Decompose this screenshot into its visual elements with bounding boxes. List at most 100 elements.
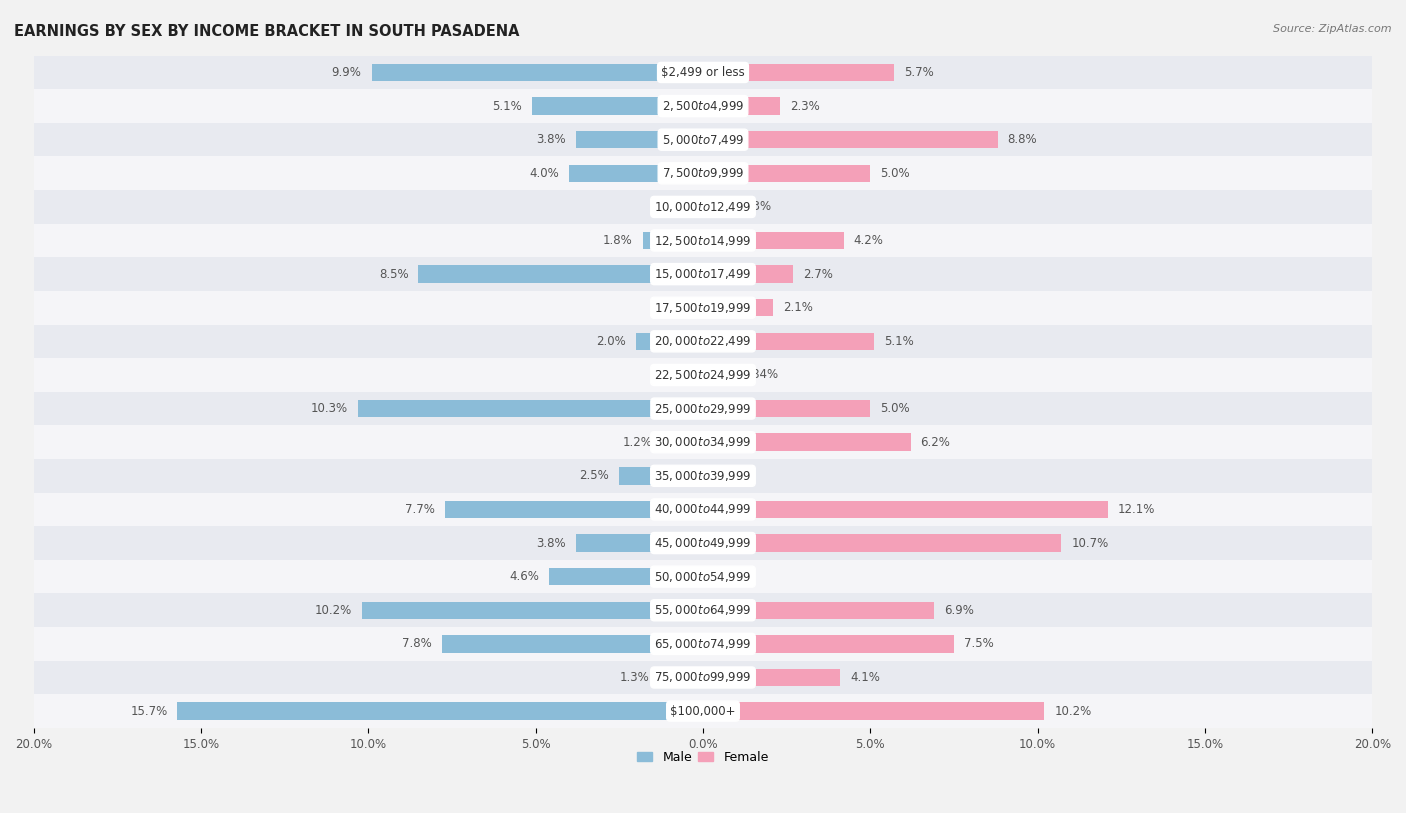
Bar	[34, 359, 1372, 392]
Text: 5.0%: 5.0%	[880, 167, 910, 180]
Text: 4.6%: 4.6%	[509, 570, 538, 583]
Text: 0.84%: 0.84%	[741, 368, 779, 381]
Bar	[643, 232, 703, 250]
Bar	[34, 627, 1372, 661]
Text: 7.7%: 7.7%	[405, 503, 436, 516]
Text: 2.3%: 2.3%	[790, 99, 820, 112]
Text: 1.8%: 1.8%	[603, 234, 633, 247]
Text: 1.3%: 1.3%	[620, 671, 650, 684]
Text: 0.0%: 0.0%	[664, 302, 693, 315]
Bar	[177, 702, 703, 720]
Bar	[569, 164, 703, 182]
Bar	[576, 131, 703, 149]
Bar	[703, 131, 997, 149]
Text: 6.2%: 6.2%	[921, 436, 950, 449]
Bar	[34, 224, 1372, 258]
Bar	[34, 493, 1372, 526]
Bar	[34, 459, 1372, 493]
Bar	[703, 265, 793, 283]
Text: 4.2%: 4.2%	[853, 234, 883, 247]
Bar	[441, 635, 703, 653]
Text: $10,000 to $12,499: $10,000 to $12,499	[654, 200, 752, 214]
Text: $55,000 to $64,999: $55,000 to $64,999	[654, 603, 752, 617]
Text: 5.1%: 5.1%	[492, 99, 522, 112]
Legend: Male, Female: Male, Female	[633, 746, 773, 769]
Bar	[533, 98, 703, 115]
Text: 10.2%: 10.2%	[315, 604, 352, 617]
Text: $65,000 to $74,999: $65,000 to $74,999	[654, 637, 752, 651]
Bar	[446, 501, 703, 518]
Text: $2,500 to $4,999: $2,500 to $4,999	[662, 99, 744, 113]
Bar	[703, 602, 934, 619]
Bar	[703, 98, 780, 115]
Bar	[659, 669, 703, 686]
Bar	[34, 291, 1372, 324]
Text: 6.9%: 6.9%	[943, 604, 974, 617]
Text: 0.0%: 0.0%	[664, 368, 693, 381]
Bar	[703, 366, 731, 384]
Text: $17,500 to $19,999: $17,500 to $19,999	[654, 301, 752, 315]
Text: $45,000 to $49,999: $45,000 to $49,999	[654, 536, 752, 550]
Bar	[34, 156, 1372, 190]
Bar	[34, 55, 1372, 89]
Text: 1.2%: 1.2%	[623, 436, 652, 449]
Bar	[703, 534, 1062, 552]
Bar	[703, 232, 844, 250]
Text: 0.63%: 0.63%	[734, 201, 772, 213]
Text: 10.2%: 10.2%	[1054, 705, 1091, 718]
Text: 15.7%: 15.7%	[131, 705, 167, 718]
Bar	[703, 702, 1045, 720]
Bar	[34, 526, 1372, 560]
Text: $20,000 to $22,499: $20,000 to $22,499	[654, 334, 752, 348]
Bar	[703, 669, 841, 686]
Bar	[34, 694, 1372, 728]
Text: 5.1%: 5.1%	[884, 335, 914, 348]
Text: $15,000 to $17,499: $15,000 to $17,499	[654, 267, 752, 281]
Text: 2.7%: 2.7%	[803, 267, 834, 280]
Text: 7.5%: 7.5%	[965, 637, 994, 650]
Text: 5.0%: 5.0%	[880, 402, 910, 415]
Bar	[576, 534, 703, 552]
Text: 10.7%: 10.7%	[1071, 537, 1108, 550]
Bar	[703, 635, 955, 653]
Bar	[703, 198, 724, 215]
Text: 7.8%: 7.8%	[402, 637, 432, 650]
Bar	[703, 299, 773, 316]
Bar	[619, 467, 703, 485]
Text: 4.1%: 4.1%	[851, 671, 880, 684]
Bar	[703, 333, 873, 350]
Text: $75,000 to $99,999: $75,000 to $99,999	[654, 671, 752, 685]
Text: 5.7%: 5.7%	[904, 66, 934, 79]
Text: 0.0%: 0.0%	[713, 469, 742, 482]
Bar	[359, 400, 703, 417]
Bar	[371, 63, 703, 81]
Bar	[703, 164, 870, 182]
Text: $5,000 to $7,499: $5,000 to $7,499	[662, 133, 744, 146]
Bar	[662, 433, 703, 451]
Bar	[34, 123, 1372, 156]
Text: 8.5%: 8.5%	[378, 267, 409, 280]
Bar	[419, 265, 703, 283]
Text: 3.8%: 3.8%	[536, 133, 565, 146]
Text: 9.9%: 9.9%	[332, 66, 361, 79]
Text: $40,000 to $44,999: $40,000 to $44,999	[654, 502, 752, 516]
Text: 8.8%: 8.8%	[1008, 133, 1038, 146]
Bar	[703, 400, 870, 417]
Text: EARNINGS BY SEX BY INCOME BRACKET IN SOUTH PASADENA: EARNINGS BY SEX BY INCOME BRACKET IN SOU…	[14, 24, 520, 39]
Text: 0.0%: 0.0%	[713, 570, 742, 583]
Bar	[34, 392, 1372, 425]
Text: $25,000 to $29,999: $25,000 to $29,999	[654, 402, 752, 415]
Bar	[34, 560, 1372, 593]
Text: $22,500 to $24,999: $22,500 to $24,999	[654, 368, 752, 382]
Text: $30,000 to $34,999: $30,000 to $34,999	[654, 435, 752, 450]
Bar	[34, 258, 1372, 291]
Bar	[34, 593, 1372, 627]
Text: 0.0%: 0.0%	[664, 201, 693, 213]
Text: 4.0%: 4.0%	[529, 167, 560, 180]
Text: $50,000 to $54,999: $50,000 to $54,999	[654, 570, 752, 584]
Bar	[34, 425, 1372, 459]
Bar	[34, 324, 1372, 359]
Bar	[34, 89, 1372, 123]
Text: $7,500 to $9,999: $7,500 to $9,999	[662, 167, 744, 180]
Bar	[703, 501, 1108, 518]
